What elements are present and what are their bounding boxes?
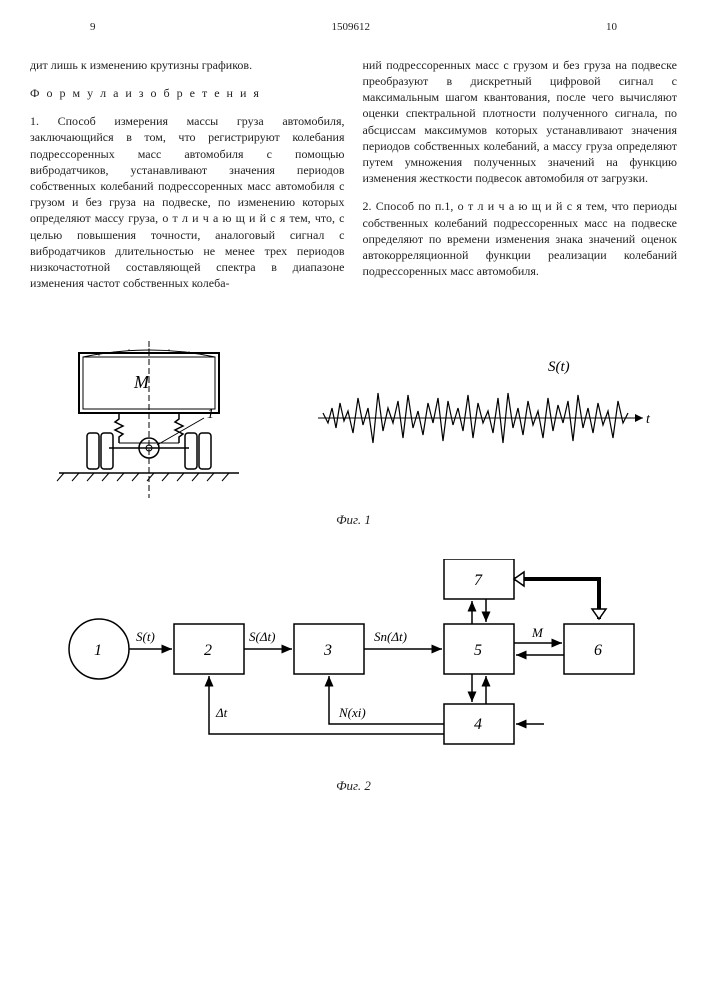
claim-1-right: ний подрессоренных масс с грузом и без г…: [363, 57, 678, 187]
page-header: 9 1509612 10: [30, 20, 677, 35]
figure-1-row: M: [30, 333, 677, 503]
node-5-label: 5: [474, 642, 482, 659]
claim-1-left: 1. Способ измерения массы груза автомоби…: [30, 113, 345, 291]
claim-2: 2. Способ по п.1, о т л и ч а ю щ и й с …: [363, 198, 678, 279]
page-number-left: 9: [90, 20, 96, 35]
figures-section: M: [30, 333, 677, 794]
node-1-label: 1: [94, 642, 102, 659]
edge-sdt-label: S(Δt): [249, 629, 275, 644]
block-diagram: 1 2 3 5 6 7 4 S(t) S(Δt) Sn(Δt) M: [44, 559, 664, 769]
figure-1-caption: Фиг. 1: [30, 511, 677, 529]
node-2-label: 2: [204, 642, 212, 659]
truck-diagram: M: [49, 333, 249, 503]
node-4-label: 4: [474, 716, 482, 733]
edge-sndt-label: Sn(Δt): [374, 629, 407, 644]
signal-label: S(t): [548, 359, 570, 375]
edge-nxi-label: N(xi): [338, 705, 366, 720]
edge-m-label: M: [531, 625, 544, 640]
patent-number: 1509612: [332, 20, 371, 35]
text-columns: дит лишь к изменению крутизны графиков. …: [30, 45, 677, 303]
node-7-label: 7: [474, 572, 483, 589]
figure-2-caption: Фиг. 2: [30, 777, 677, 795]
continuation-text: дит лишь к изменению крутизны графиков.: [30, 57, 345, 73]
node-3-label: 3: [323, 642, 332, 659]
mass-label: M: [133, 372, 150, 392]
edge-st-label: S(t): [136, 629, 155, 644]
edge-dt-label: Δt: [215, 705, 228, 720]
left-column: дит лишь к изменению крутизны графиков. …: [30, 45, 345, 303]
node-6-label: 6: [594, 642, 602, 659]
page-number-right: 10: [606, 20, 617, 35]
time-axis-label: t: [646, 412, 651, 427]
sensor-label: 1: [207, 407, 214, 422]
right-column: ний подрессоренных масс с грузом и без г…: [363, 45, 678, 303]
formula-heading: Ф о р м у л а и з о б р е т е н и я: [30, 85, 345, 101]
signal-plot: t S(t): [308, 353, 658, 483]
